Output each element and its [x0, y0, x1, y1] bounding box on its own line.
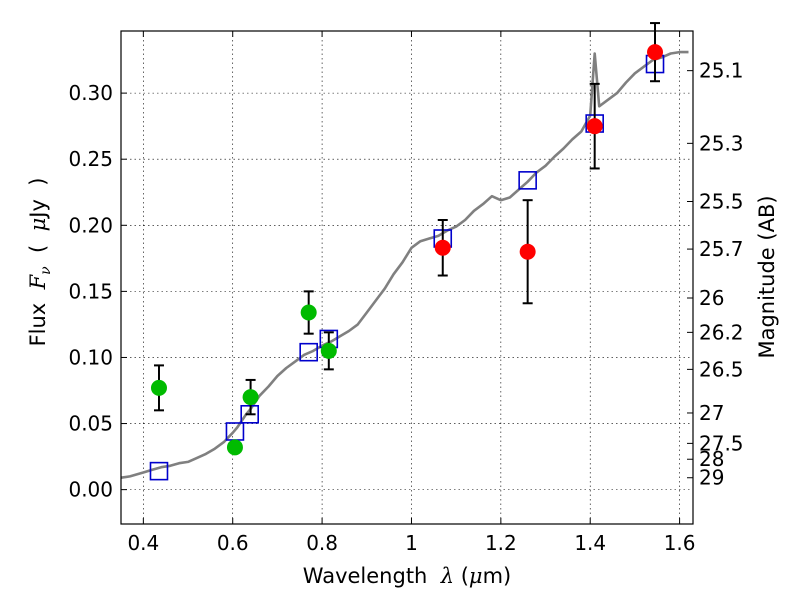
infrared-flux-point: [434, 239, 451, 256]
synthetic-flux-square: [518, 171, 537, 190]
ticks: 0.4 0.6 0.8 1 1.2 1.4 1.6 0.00 0.05 0.10 0.15 0.20 0…: [68, 31, 744, 555]
model-spectrum-line: [120, 50, 689, 479]
model-spectrum: [120, 50, 689, 479]
synthetic-flux-square: [149, 461, 169, 481]
x-axis-title-prefix: Wavelength: [303, 564, 441, 588]
x-axis-lambda: λ: [440, 564, 454, 588]
plot-frame: [120, 30, 694, 525]
y-tick-label: 0.15: [68, 279, 113, 303]
y-axis-flux-subscript: ν: [38, 266, 54, 275]
y-axis-flux-symbol: F: [26, 273, 50, 290]
magnitude-tick-label: 26.5: [699, 357, 744, 381]
y-tick-label: 0.10: [68, 345, 113, 369]
x-tick-label: 1.6: [664, 531, 696, 555]
x-axis-mu: μ: [469, 564, 483, 588]
synthetic-flux-square: [299, 342, 318, 362]
x-tick-label: 1: [405, 531, 418, 555]
y-axis-title-unit: Jy ): [26, 178, 50, 220]
x-axis-title-unit: m): [483, 564, 512, 588]
magnitude-tick-label: 28: [699, 447, 724, 471]
x-tick-label: 0.8: [306, 531, 338, 555]
right-axis-title: Magnitude (AB): [755, 195, 779, 358]
optical-flux-point: [242, 389, 259, 406]
optical-flux-point: [320, 342, 337, 359]
optical-flux-point: [226, 439, 243, 456]
observed-photometry: [150, 44, 664, 456]
y-axis-mu: μ: [26, 218, 50, 232]
x-tick-label: 0.4: [127, 531, 159, 555]
magnitude-tick-label: 25.3: [699, 131, 744, 155]
x-tick-label: 1.2: [485, 531, 517, 555]
y-axis-title-prefix: Flux: [26, 289, 50, 346]
magnitude-tick-label: 25.7: [699, 237, 744, 261]
magnitude-tick-label: 29: [699, 466, 724, 490]
magnitude-tick-label: 25.1: [699, 59, 744, 83]
infrared-flux-point: [519, 243, 536, 260]
optical-flux-point: [300, 304, 317, 321]
x-tick-label: 0.6: [217, 531, 249, 555]
magnitude-tick-label: 26.2: [699, 320, 744, 344]
y-tick-label: 0.20: [68, 213, 113, 237]
magnitude-tick-label: 25.5: [699, 190, 744, 214]
magnitude-tick-label: 26: [699, 286, 724, 310]
y-tick-label: 0.25: [68, 147, 113, 171]
y-tick-label: 0.00: [68, 478, 113, 502]
y-axis-title-open: (: [26, 231, 50, 266]
infrared-flux-point: [647, 44, 664, 61]
x-axis-title: Wavelength λ (μm): [303, 564, 511, 588]
magnitude-tick-label: 27.5: [699, 431, 744, 455]
infrared-flux-point: [586, 118, 603, 135]
y-tick-label: 0.30: [68, 81, 113, 105]
x-tick-label: 1.4: [574, 531, 606, 555]
x-axis-title-open: (: [454, 564, 469, 588]
y-axis-title: Flux Fν ( μJy ): [26, 178, 54, 347]
magnitude-tick-label: 27: [699, 401, 724, 425]
y-tick-label: 0.05: [68, 412, 113, 436]
optical-flux-point: [150, 379, 167, 396]
